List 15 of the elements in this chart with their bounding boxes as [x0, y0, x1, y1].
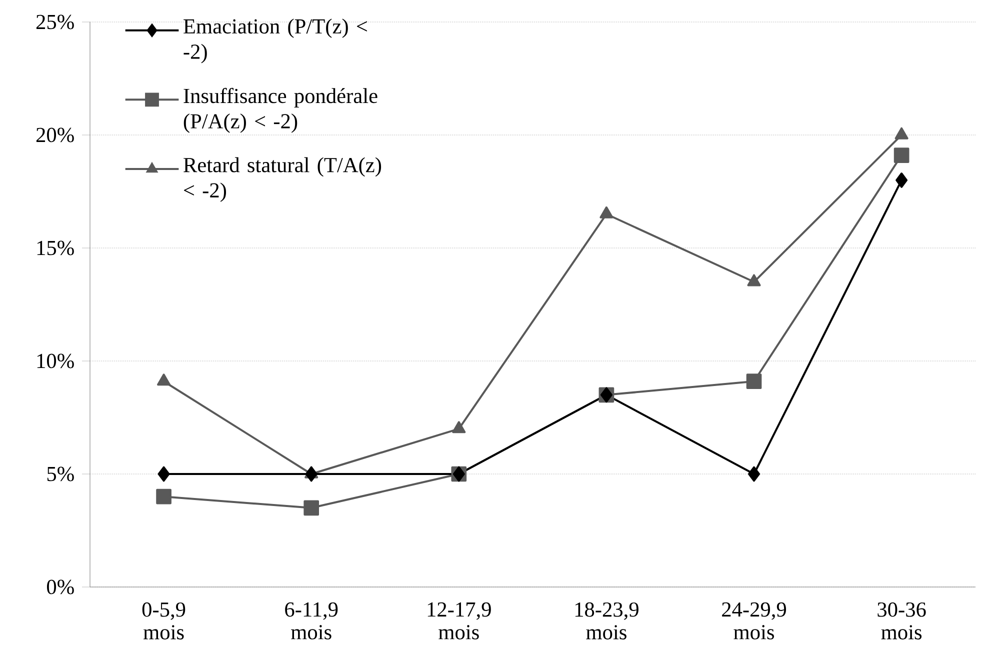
x-tick-label: 12-17,9 mois: [428, 602, 491, 640]
y-tick-label: 5%: [47, 466, 74, 482]
y-tick-label: 10%: [37, 354, 74, 368]
y-tick-label: 20%: [36, 128, 74, 142]
y-tick-label: 15%: [37, 240, 74, 256]
legend-label: Emaciation (P/T(z) < -2): [184, 18, 367, 64]
x-tick-label: 24-29,9 mois: [722, 602, 786, 640]
x-tick-label: 18-23,9 mois: [575, 602, 638, 640]
y-tick-label: 0%: [47, 580, 74, 594]
x-tick-label: 0-5,9 mois: [142, 602, 186, 640]
y-tick-label: 25%: [36, 14, 74, 30]
x-tick-label: 30-36 mois: [878, 602, 926, 640]
legend-label: Insuffisance pondérale (P/A(z) < -2): [184, 88, 378, 133]
x-tick-label: 6-11,9 mois: [285, 602, 338, 640]
legend-label: Retard statural (T/A(z) < -2): [184, 157, 382, 202]
